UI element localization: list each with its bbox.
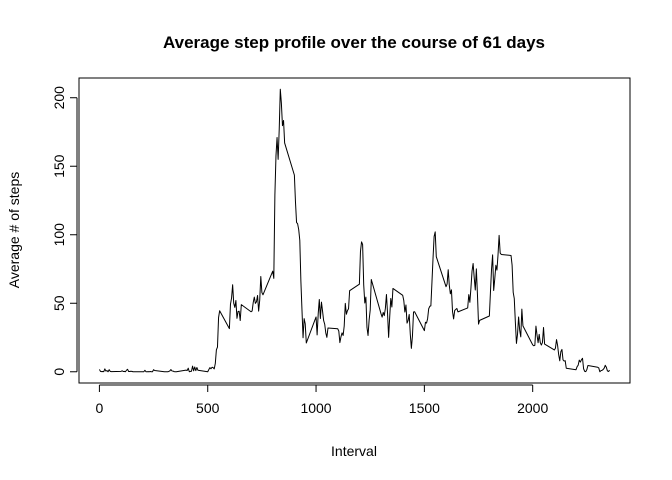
x-tick-label: 2000 (517, 400, 548, 416)
y-tick-label: 0 (51, 368, 67, 376)
x-tick-label: 500 (196, 400, 220, 416)
y-tick-label: 50 (51, 295, 67, 311)
x-tick-label: 1000 (300, 400, 331, 416)
y-tick-label: 150 (51, 154, 67, 178)
y-tick-label: 200 (51, 86, 67, 110)
x-tick-label: 0 (96, 400, 104, 416)
x-tick-label: 1500 (409, 400, 440, 416)
plot-box (78, 77, 631, 384)
x-axis-label: Interval (331, 443, 377, 459)
chart-title: Average step profile over the course of … (163, 33, 545, 52)
y-tick-label: 100 (51, 223, 67, 247)
data-line (98, 88, 610, 373)
y-axis-label: Average # of steps (6, 172, 22, 288)
